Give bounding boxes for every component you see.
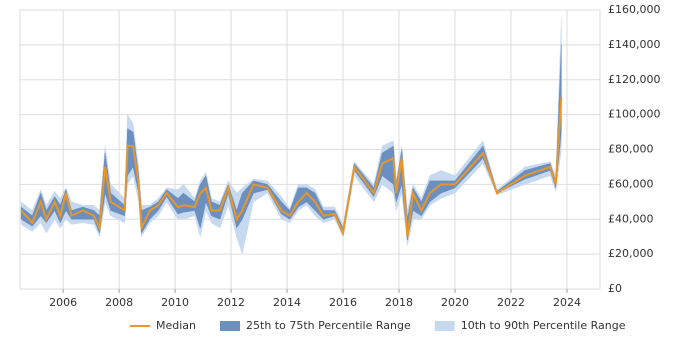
y-tick-label: £140,000 [608,38,661,51]
y-tick-label: £160,000 [608,3,661,16]
percentile-band [20,44,562,241]
y-tick-label: £0 [608,282,622,295]
x-tick-label: 2016 [329,296,357,309]
x-tick-label: 2022 [497,296,525,309]
y-tick-label: £120,000 [608,73,661,86]
legend-label: 25th to 75th Percentile Range [246,319,411,332]
x-tick-label: 2010 [161,296,189,309]
x-tick-label: 2024 [553,296,581,309]
y-tick-label: £80,000 [608,143,654,156]
x-tick-label: 2018 [385,296,413,309]
x-tick-label: 2008 [105,296,133,309]
legend-label: 10th to 90th Percentile Range [461,319,626,332]
y-tick-label: £60,000 [608,177,654,190]
x-tick-label: 2014 [273,296,301,309]
y-tick-label: £100,000 [608,108,661,121]
y-tick-label: £40,000 [608,212,654,225]
legend-swatch [220,321,241,331]
x-tick-label: 2012 [217,296,245,309]
legend-swatch [434,321,455,331]
y-tick-label: £20,000 [608,247,654,260]
legend-label: Median [156,319,196,332]
x-tick-label: 2006 [49,296,77,309]
median-line [20,97,563,237]
x-tick-label: 2020 [441,296,469,309]
